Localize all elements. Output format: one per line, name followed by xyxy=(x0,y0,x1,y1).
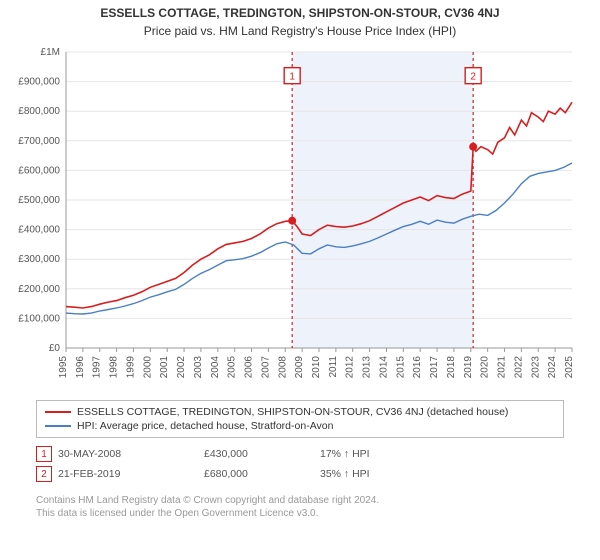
chart-title-sub: Price paid vs. HM Land Registry's House … xyxy=(0,20,600,38)
sale-hpi-delta: 17% ↑ HPI xyxy=(320,448,430,460)
legend-box: ESSELLS COTTAGE, TREDINGTON, SHIPSTON-ON… xyxy=(36,400,564,438)
footer-line2: This data is licensed under the Open Gov… xyxy=(36,507,564,520)
y-tick-label: £200,000 xyxy=(18,284,60,295)
y-tick-label: £900,000 xyxy=(18,77,60,88)
legend-label: ESSELLS COTTAGE, TREDINGTON, SHIPSTON-ON… xyxy=(77,406,508,418)
x-tick-label: 2014 xyxy=(378,356,389,379)
x-tick-label: 2017 xyxy=(429,356,440,379)
sale-hpi-delta: 35% ↑ HPI xyxy=(320,468,430,480)
x-tick-label: 2024 xyxy=(547,356,558,379)
sale-badge: 1 xyxy=(36,446,52,462)
x-tick-label: 2013 xyxy=(362,356,373,379)
y-tick-label: £100,000 xyxy=(18,313,60,324)
x-tick-label: 2022 xyxy=(513,356,524,379)
x-tick-label: 2012 xyxy=(345,356,356,379)
y-tick-label: £500,000 xyxy=(18,195,60,206)
sale-row: 2 21-FEB-2019 £680,000 35% ↑ HPI xyxy=(36,464,564,484)
x-tick-label: 2002 xyxy=(176,356,187,379)
sale-point-dot xyxy=(288,217,296,225)
x-tick-label: 2008 xyxy=(277,356,288,379)
price-chart: £0 £100,000 £200,000 £300,000 £400,000 £500,0… xyxy=(18,44,582,394)
sale-date: 21-FEB-2019 xyxy=(58,468,198,480)
sale-point-dot xyxy=(469,143,477,151)
x-tick-label: 2000 xyxy=(142,356,153,379)
y-tick-label: £400,000 xyxy=(18,225,60,236)
x-tick-label: 2005 xyxy=(227,356,238,379)
sale-marker-number: 1 xyxy=(289,71,295,82)
x-tick-label: 2003 xyxy=(193,356,204,379)
x-tick-label: 2010 xyxy=(311,356,322,379)
sale-price: £430,000 xyxy=(204,448,314,460)
y-tick-label: £0 xyxy=(49,343,61,354)
x-tick-label: 2006 xyxy=(244,356,255,379)
x-tick-label: 2011 xyxy=(328,356,339,378)
x-tick-label: 1995 xyxy=(58,356,69,379)
footer-attribution: Contains HM Land Registry data © Crown c… xyxy=(36,494,564,520)
x-tick-label: 2023 xyxy=(530,356,541,379)
sale-marker-number: 2 xyxy=(470,71,476,82)
sale-date: 30-MAY-2008 xyxy=(58,448,198,460)
y-tick-label: £1M xyxy=(41,47,60,58)
sales-table: 1 30-MAY-2008 £430,000 17% ↑ HPI 2 21-FEB-201… xyxy=(36,444,564,484)
x-tick-label: 2001 xyxy=(159,356,170,379)
x-tick-label: 2016 xyxy=(412,356,423,379)
sale-price: £680,000 xyxy=(204,468,314,480)
chart-title-address: ESSELLS COTTAGE, TREDINGTON, SHIPSTON-ON… xyxy=(0,6,600,20)
x-tick-label: 2021 xyxy=(497,356,508,379)
y-tick-label: £800,000 xyxy=(18,106,60,117)
x-tick-label: 2019 xyxy=(463,356,474,379)
y-tick-label: £300,000 xyxy=(18,254,60,265)
legend-label: HPI: Average price, detached house, Stra… xyxy=(77,420,333,432)
x-tick-label: 1999 xyxy=(125,356,136,379)
x-tick-label: 2007 xyxy=(260,356,271,379)
x-tick-label: 1997 xyxy=(92,356,103,379)
x-tick-label: 1996 xyxy=(75,356,86,379)
x-tick-label: 2025 xyxy=(564,356,575,379)
x-tick-label: 2009 xyxy=(294,356,305,379)
legend-swatch xyxy=(45,411,71,413)
x-tick-label: 2020 xyxy=(480,356,491,379)
legend-swatch xyxy=(45,425,71,427)
x-tick-label: 2018 xyxy=(446,356,457,379)
sale-badge: 2 xyxy=(36,466,52,482)
legend-row: ESSELLS COTTAGE, TREDINGTON, SHIPSTON-ON… xyxy=(45,405,555,419)
x-tick-label: 2015 xyxy=(395,356,406,379)
x-tick-label: 2004 xyxy=(210,356,221,379)
y-tick-label: £700,000 xyxy=(18,136,60,147)
chart-container: £0 £100,000 £200,000 £300,000 £400,000 £500,0… xyxy=(18,44,582,394)
legend-row: HPI: Average price, detached house, Stra… xyxy=(45,419,555,433)
sale-row: 1 30-MAY-2008 £430,000 17% ↑ HPI xyxy=(36,444,564,464)
y-tick-label: £600,000 xyxy=(18,165,60,176)
x-tick-label: 1998 xyxy=(109,356,120,379)
title-block: ESSELLS COTTAGE, TREDINGTON, SHIPSTON-ON… xyxy=(0,0,600,38)
footer-line1: Contains HM Land Registry data © Crown c… xyxy=(36,494,564,507)
